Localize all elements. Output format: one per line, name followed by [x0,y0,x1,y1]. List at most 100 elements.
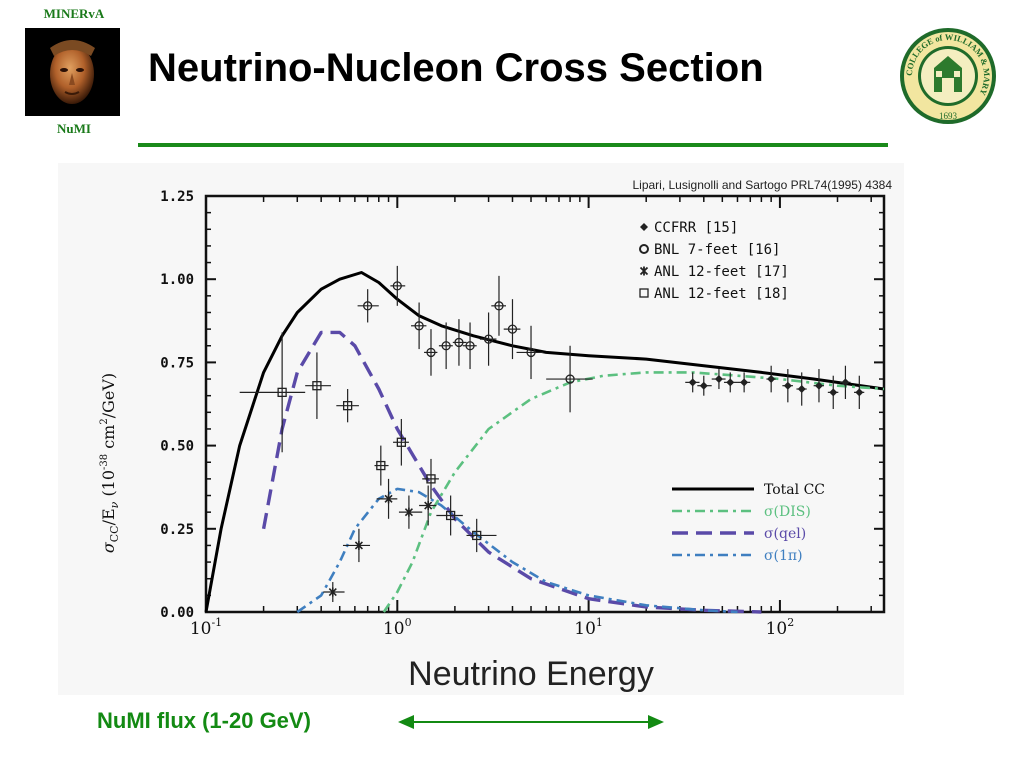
data-point [422,458,439,499]
minerva-logo [25,28,120,116]
star-marker [328,587,337,597]
y-tick-label: 0.50 [160,439,194,455]
data-point [357,289,379,323]
legend-circle-marker [639,244,649,254]
y-tick-label: 1.00 [160,272,194,288]
data-point [685,372,700,393]
circle-marker [426,347,436,358]
data-point [466,518,497,553]
diamond-marker [726,378,735,387]
star-marker [384,494,393,504]
x-tick-label: 100 [383,616,412,639]
y-tick-label: 0.00 [160,605,194,621]
minerva-label: MINERvA [43,6,105,21]
data-point [342,528,371,563]
y-axis-label: σCC/Eν (10-38 cm2/GeV) [99,373,121,553]
x-axis-label: Neutrino Energy [408,655,654,693]
circle-marker [465,341,475,351]
circle-marker [526,347,536,358]
data-point [323,582,345,603]
data-point [854,375,865,409]
x-tick-label: 101 [574,616,603,639]
total-cc-curve [204,271,885,613]
data-point [491,275,507,336]
diamond-marker [829,388,838,397]
data-point [516,325,544,380]
diamond-marker [714,375,723,384]
diamond-marker [783,381,792,390]
data-point [411,302,427,350]
data-point [398,495,423,529]
data-point [827,375,839,409]
data-point [782,369,793,403]
star-marker [354,540,363,550]
legend-theory-entry: σ(1π) [764,548,803,564]
circle-marker [494,301,504,311]
diamond-marker [688,378,697,387]
diamond-marker [767,375,776,384]
circle-marker [565,374,575,384]
data-point [697,375,712,396]
circle-marker [454,337,464,348]
square-marker [426,474,436,484]
diamond-marker [797,385,806,394]
data-point [376,478,398,519]
star-marker [424,501,433,511]
legend-diamond-marker [640,223,648,231]
data-point [436,495,463,536]
circle-marker [483,334,494,344]
circle-marker [441,341,451,351]
legend-theory-entry: Total CC [764,482,825,498]
legend-data-entry: CCFRR [15] [654,220,738,236]
data-point [766,365,776,393]
data-point [374,445,389,486]
circle-marker [363,301,373,311]
diamond-marker [855,388,864,397]
citation-text: Lipari, Lusignolli and Sartogo PRL74(199… [632,178,892,192]
square-marker [312,381,322,391]
legend-data-entry: BNL 7-feet [16] [654,242,780,258]
data-point [723,372,738,393]
data-point [424,329,438,376]
one-pi-curve [296,487,738,614]
data-point [711,369,726,390]
data-point [452,319,467,366]
data-point [438,322,453,370]
diamond-marker [740,378,749,387]
data-point [813,369,825,403]
data-point [796,372,807,406]
data-point [390,265,406,306]
square-marker [277,387,287,398]
legend-data-entry: ANL 12-feet [17] [654,264,789,280]
title-divider [138,143,888,147]
numi-flux-label: NuMI flux (1-20 GeV) [97,708,311,733]
legend-square-marker [639,288,649,298]
plot-frame [204,194,886,614]
flux-range-arrow-icon [398,715,664,729]
legend-theory-entry: σ(DIS) [764,504,811,520]
data-point [419,485,437,526]
star-marker [404,507,413,517]
square-marker [396,437,407,447]
numi-label: NuMI [57,121,91,136]
diamond-marker [841,378,850,387]
circle-marker [392,281,402,291]
square-marker [342,401,353,411]
college-seal-logo: COLLEGE of WILLIAM & MARY 1693 [898,26,998,126]
x-tick-label: 102 [766,616,795,639]
y-tick-label: 0.75 [160,355,194,371]
square-marker [445,510,456,521]
y-tick-label: 0.25 [160,522,194,538]
diamond-marker [699,381,708,390]
data-point [305,352,331,419]
data-point [479,312,497,366]
data-point [239,332,306,453]
circle-marker [507,324,518,334]
x-tick-label: 10-1 [190,616,222,639]
slide-title: Neutrino-Nucleon Cross Section [148,46,764,90]
square-marker [472,530,482,541]
data-point [336,389,359,423]
data-point [393,418,409,466]
legend-theory-entry: σ(qel) [764,526,806,542]
figure-background [58,163,904,695]
